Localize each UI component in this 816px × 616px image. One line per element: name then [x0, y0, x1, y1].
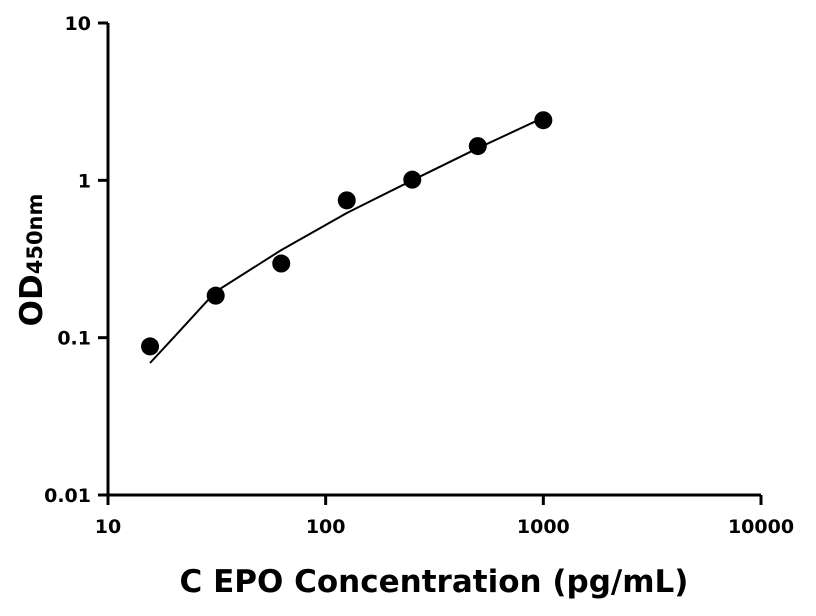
data-point — [534, 111, 553, 130]
data-point — [468, 137, 487, 156]
axes — [106, 23, 761, 497]
x-tick-label: 10000 — [728, 516, 794, 538]
data-point — [337, 191, 356, 210]
y-tick-label: 1 — [78, 170, 91, 192]
x-tick-label: 10 — [95, 516, 121, 538]
data-points — [141, 111, 553, 356]
x-tick-label: 100 — [306, 516, 346, 538]
y-axis-label-main: OD — [14, 274, 50, 326]
y-tick-label: 0.1 — [57, 328, 91, 350]
data-point — [206, 286, 225, 305]
fit-curve — [149, 116, 544, 364]
ticks: 10 100 1000 10000 0.01 0.1 1 10 — [44, 13, 794, 538]
data-point — [403, 170, 422, 189]
y-axis-label: OD450nm — [14, 194, 50, 327]
y-axis-label-sub: 450nm — [23, 194, 47, 275]
x-tick-label: 1000 — [517, 516, 570, 538]
y-tick-label: 10 — [65, 13, 91, 35]
y-tick-label: 0.01 — [44, 485, 91, 507]
x-axis-label: C EPO Concentration (pg/mL) — [180, 564, 689, 600]
data-point — [272, 254, 291, 273]
data-point — [141, 337, 160, 356]
